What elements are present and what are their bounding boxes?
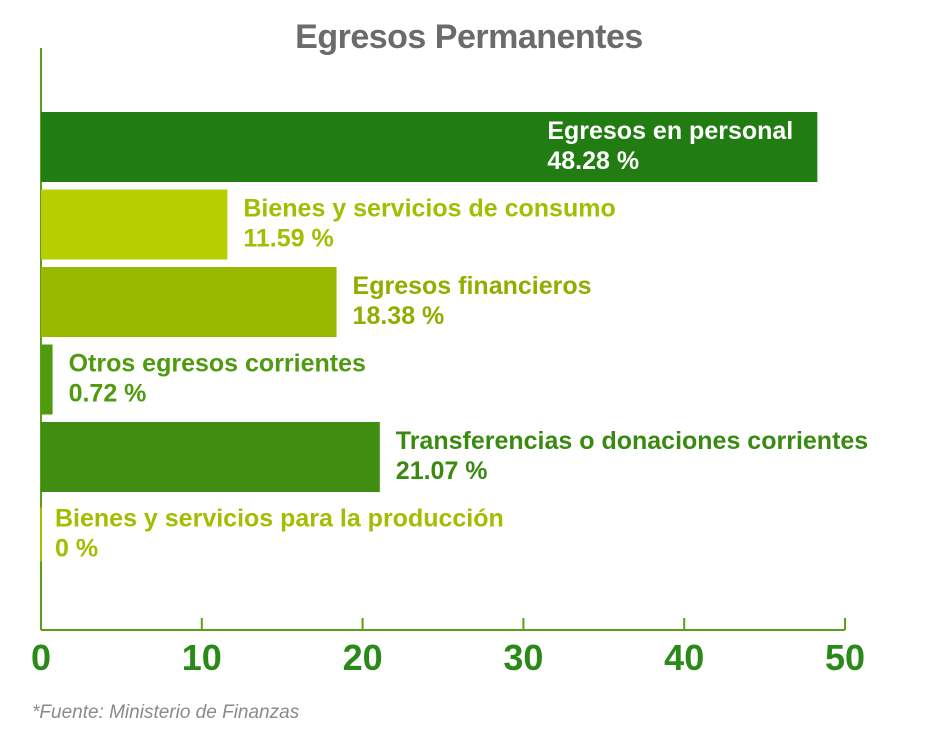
bar-4 <box>41 422 380 492</box>
bar-label-name-3: Otros egresos corrientes <box>69 350 366 378</box>
bar-2 <box>41 267 337 337</box>
bar-label-value-0: 48.28 % <box>547 147 639 175</box>
x-tick-label-30: 30 <box>503 637 543 678</box>
x-tick-label-0: 0 <box>31 637 51 678</box>
source-note: *Fuente: Ministerio de Finanzas <box>32 702 300 723</box>
bar-1 <box>41 189 228 260</box>
bar-label-value-4: 21.07 % <box>396 457 488 485</box>
bar-label-name-0: Egresos en personal <box>547 117 793 145</box>
bar-label-value-1: 11.59 % <box>243 225 333 253</box>
bar-label-name-2: Egresos financieros <box>353 272 592 300</box>
bar-label-value-3: 0.72 % <box>69 380 147 408</box>
x-tick-label-40: 40 <box>664 637 704 678</box>
x-tick-label-10: 10 <box>182 637 222 678</box>
bar-3 <box>41 344 53 415</box>
bar-label-value-2: 18.38 % <box>353 302 445 330</box>
bar-0 <box>41 112 818 182</box>
x-tick-label-50: 50 <box>825 637 865 678</box>
bar-5 <box>40 507 42 562</box>
chart-title: Egresos Permanentes <box>295 18 643 56</box>
bar-label-name-1: Bienes y servicios de consumo <box>243 195 615 223</box>
bar-label-name-5: Bienes y servicios para la producción <box>55 505 504 533</box>
bar-label-value-5: 0 % <box>55 535 98 563</box>
bar-label-name-4: Transferencias o donaciones corrientes <box>396 427 868 455</box>
x-tick-label-20: 20 <box>343 637 383 678</box>
